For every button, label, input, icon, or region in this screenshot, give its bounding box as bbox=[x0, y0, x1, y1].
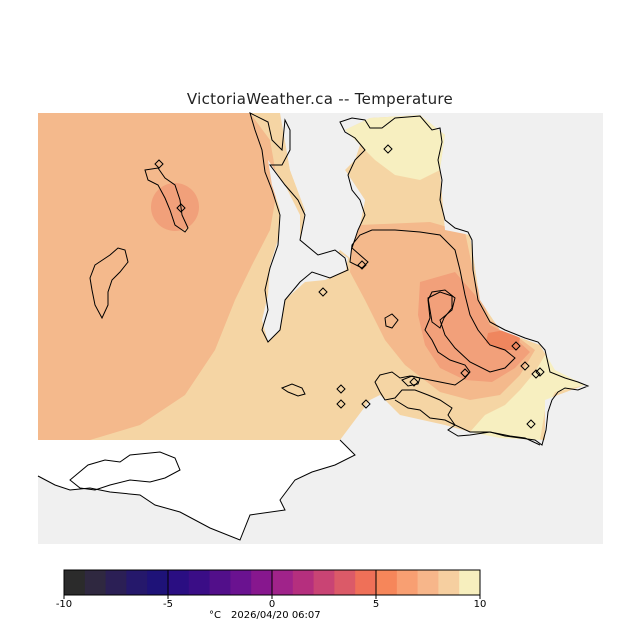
coastline-southeast-islands bbox=[394, 399, 541, 446]
coastline-north-peninsula bbox=[339, 115, 590, 446]
station-marker bbox=[154, 159, 164, 169]
station-marker bbox=[176, 203, 186, 213]
legend-tick-label: -5 bbox=[163, 599, 173, 610]
coastline-south bbox=[37, 439, 356, 541]
legend-swatch bbox=[84, 570, 107, 595]
channel-east bbox=[440, 113, 603, 445]
legend-tick-label: 0 bbox=[269, 599, 275, 610]
station-marker bbox=[357, 260, 367, 270]
island-harbour bbox=[401, 375, 421, 387]
island-south-small bbox=[280, 383, 306, 397]
island-west-lake bbox=[89, 247, 129, 320]
station-marker bbox=[526, 419, 536, 429]
legend-swatch bbox=[105, 570, 127, 595]
channel-north bbox=[285, 113, 365, 262]
station-marker bbox=[535, 367, 545, 377]
legend-ticks: -10 -5 0 5 10 bbox=[56, 570, 487, 610]
temperature-zone-cool-north bbox=[345, 115, 445, 180]
station-marker bbox=[531, 369, 541, 379]
legend-tick-label: -10 bbox=[56, 599, 72, 610]
station-marker bbox=[361, 399, 371, 409]
station-marker bbox=[511, 341, 521, 351]
legend-tick-label: 5 bbox=[373, 599, 379, 610]
map-title: VictoriaWeather.ca -- Temperature bbox=[186, 90, 454, 108]
island-east-lake bbox=[427, 291, 453, 329]
station-marker bbox=[383, 144, 393, 154]
coastline-outlines bbox=[37, 112, 590, 541]
station-marker bbox=[318, 287, 328, 297]
legend-swatch bbox=[313, 570, 335, 595]
island-east-small bbox=[384, 313, 399, 329]
legend-swatch bbox=[168, 570, 190, 595]
temperature-spot-east bbox=[486, 330, 520, 350]
station-marker bbox=[336, 399, 346, 409]
inlet-north bbox=[262, 160, 348, 342]
legend-swatch bbox=[147, 570, 169, 595]
legend-unit: °C bbox=[209, 610, 221, 621]
legend-swatch bbox=[376, 570, 398, 595]
legend-swatch bbox=[396, 570, 419, 595]
temperature-zone-8to9-east bbox=[418, 272, 530, 382]
temperature-zone-7to8-west bbox=[38, 113, 278, 440]
station-marker bbox=[409, 377, 419, 387]
station-marker bbox=[460, 368, 470, 378]
station-marker bbox=[520, 361, 530, 371]
legend-swatch bbox=[292, 570, 315, 595]
legend-swatch bbox=[64, 570, 86, 595]
station-marker bbox=[336, 384, 346, 394]
legend-swatches bbox=[64, 570, 481, 595]
legend-tick-label: 10 bbox=[474, 599, 487, 610]
legend-swatch bbox=[126, 570, 148, 595]
legend-swatch bbox=[355, 570, 377, 595]
legend-swatch bbox=[209, 570, 231, 595]
coastline-south-inner bbox=[69, 451, 181, 491]
coastline-west-inlet bbox=[249, 112, 349, 343]
legend-swatch bbox=[251, 570, 273, 595]
temperature-zone-cool-southeast bbox=[470, 355, 585, 440]
legend-swatch bbox=[188, 570, 211, 595]
legend-swatch bbox=[272, 570, 294, 595]
legend-timestamp: 2026/04/20 06:07 bbox=[231, 610, 321, 621]
no-data-region bbox=[38, 440, 355, 540]
legend-swatch bbox=[438, 570, 460, 595]
legend-swatch bbox=[459, 570, 481, 595]
legend-swatch bbox=[230, 570, 252, 595]
legend-swatch bbox=[334, 570, 356, 595]
island-north-lake bbox=[144, 167, 189, 233]
legend-swatch bbox=[417, 570, 439, 595]
station-markers bbox=[154, 144, 545, 429]
